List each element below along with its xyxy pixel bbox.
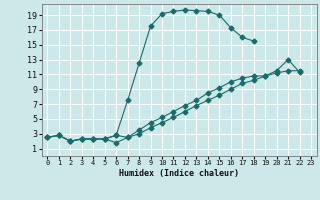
X-axis label: Humidex (Indice chaleur): Humidex (Indice chaleur) [119,169,239,178]
